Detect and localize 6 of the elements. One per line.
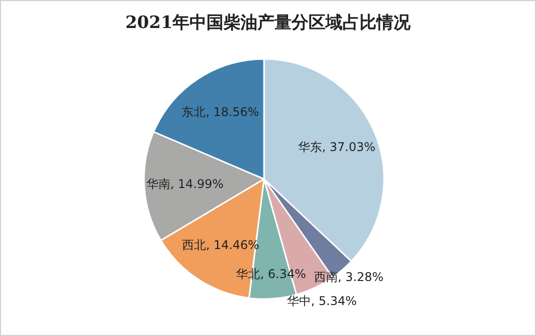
slice-label: 华东, 37.03% (297, 140, 376, 156)
slice-label: 西南, 3.28% (314, 270, 384, 284)
slice-label: 华中, 5.34% (286, 294, 358, 310)
slice-label: 华南, 14.99% (145, 176, 225, 192)
chart-title: 2021年中国柴油产量分区域占比情况 (125, 13, 412, 33)
slice-label: 东北, 18.56% (180, 105, 260, 120)
